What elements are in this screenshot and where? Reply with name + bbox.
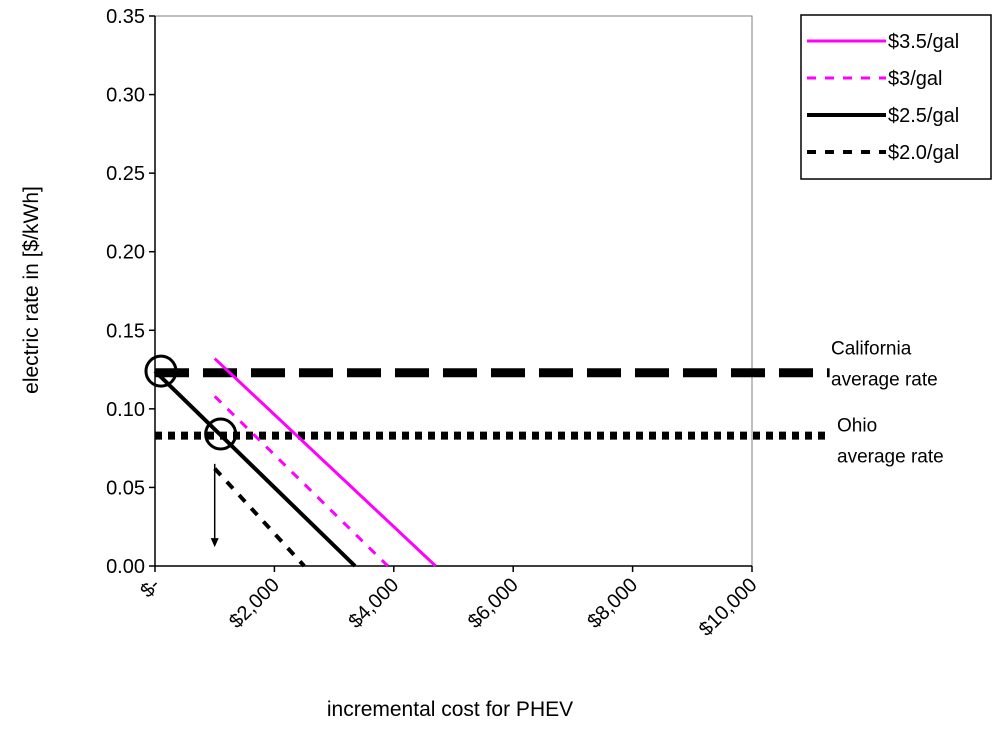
y-tick-label: 0.30: [106, 85, 145, 107]
plot-frame: [154, 15, 753, 567]
circle-marker: [144, 354, 178, 388]
y-tick-label: 0.00: [106, 556, 145, 578]
y-axis-label: electric rate in [$/kWh]: [20, 186, 43, 394]
reference-label: Ohio: [837, 416, 877, 437]
y-tick-label: 0.05: [106, 477, 145, 499]
x-tick-label: $-: [136, 574, 164, 602]
series-lines: [153, 357, 437, 568]
markers: [144, 354, 238, 548]
circle-marker: [204, 417, 238, 451]
x-tick-label: $2,000: [225, 574, 284, 633]
y-tick-label: 0.20: [106, 242, 145, 264]
y-tick-label: 0.10: [106, 399, 145, 421]
x-tick-label: $6,000: [464, 574, 523, 633]
y-tick-label: 0.35: [106, 6, 145, 28]
series-line: [213, 467, 306, 568]
reference-label: average rate: [837, 447, 944, 468]
legend-entry: $2.0/gal: [888, 142, 959, 164]
y-tick-label: 0.15: [106, 320, 145, 342]
plot-area: [154, 15, 753, 567]
x-tick-label: $10,000: [695, 574, 762, 641]
legend-entry: $3/gal: [888, 68, 943, 90]
series-line: [213, 395, 389, 568]
series-line: [213, 357, 437, 568]
reference-lines: [155, 368, 830, 440]
x-tick-label: $8,000: [583, 574, 642, 633]
series-line: [153, 369, 357, 568]
x-tick-label: $4,000: [345, 574, 404, 633]
x-axis-label: incremental cost for PHEV: [327, 698, 573, 721]
legend-entry: $2.5/gal: [888, 105, 959, 127]
y-tick-label: 0.25: [106, 163, 145, 185]
arrow-head: [210, 538, 219, 548]
reference-label: California: [831, 339, 912, 360]
reference-label: average rate: [831, 370, 938, 391]
y-axis-ticks: 0.00 0.05 0.10 0.15 0.20 0.25 0.30 0.35: [106, 6, 155, 578]
legend-entry: $3.5/gal: [888, 31, 959, 53]
reference-labels: California average rate Ohio average rate: [831, 339, 944, 468]
legend: $3.5/gal $3/gal $2.5/gal $2.0/gal: [800, 14, 992, 180]
x-axis-ticks: $- $2,000 $4,000 $6,000 $8,000 $10,000: [136, 566, 762, 641]
